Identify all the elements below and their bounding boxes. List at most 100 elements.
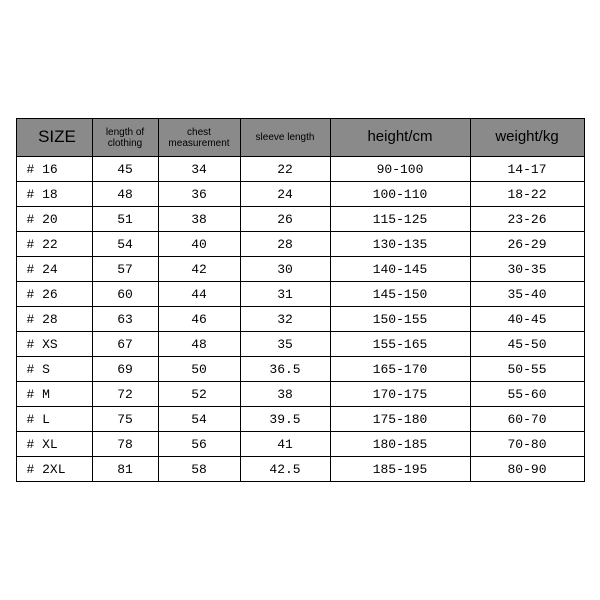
cell-value: 28 [240,232,330,257]
cell-value: 30-35 [470,257,584,282]
cell-value: 185-195 [330,457,470,482]
col-header-size: SIZE [16,119,92,157]
table-row: # S695036.5165-17050-55 [16,357,584,382]
cell-value: 41 [240,432,330,457]
cell-value: 54 [92,232,158,257]
cell-value: 150-155 [330,307,470,332]
cell-size: # 26 [16,282,92,307]
page-wrap: SIZE length ofclothing chestmeasurement … [0,0,600,600]
table-row: # 2XL815842.5185-19580-90 [16,457,584,482]
cell-size: # XS [16,332,92,357]
cell-value: 57 [92,257,158,282]
cell-value: 35 [240,332,330,357]
table-body: # 1645342290-10014-17# 18483624100-11018… [16,157,584,482]
cell-value: 72 [92,382,158,407]
cell-size: # 16 [16,157,92,182]
cell-value: 180-185 [330,432,470,457]
cell-value: 52 [158,382,240,407]
cell-value: 90-100 [330,157,470,182]
cell-value: 78 [92,432,158,457]
cell-value: 40-45 [470,307,584,332]
cell-value: 75 [92,407,158,432]
col-header-length: length ofclothing [92,119,158,157]
cell-value: 35-40 [470,282,584,307]
col-header-weight: weight/kg [470,119,584,157]
cell-size: # 28 [16,307,92,332]
cell-value: 50 [158,357,240,382]
cell-value: 36.5 [240,357,330,382]
col-header-sleeve: sleeve length [240,119,330,157]
cell-value: 67 [92,332,158,357]
cell-value: 155-165 [330,332,470,357]
cell-value: 40 [158,232,240,257]
cell-value: 51 [92,207,158,232]
cell-size: # 18 [16,182,92,207]
cell-size: # 20 [16,207,92,232]
cell-size: # L [16,407,92,432]
cell-value: 14-17 [470,157,584,182]
cell-value: 42 [158,257,240,282]
cell-value: 44 [158,282,240,307]
cell-value: 22 [240,157,330,182]
cell-value: 30 [240,257,330,282]
table-row: # 24574230140-14530-35 [16,257,584,282]
cell-value: 42.5 [240,457,330,482]
cell-value: 170-175 [330,382,470,407]
table-row: # 22544028130-13526-29 [16,232,584,257]
table-row: # 1645342290-10014-17 [16,157,584,182]
col-header-height: height/cm [330,119,470,157]
table-header: SIZE length ofclothing chestmeasurement … [16,119,584,157]
cell-value: 45 [92,157,158,182]
size-chart-table: SIZE length ofclothing chestmeasurement … [16,118,585,482]
cell-value: 55-60 [470,382,584,407]
cell-value: 140-145 [330,257,470,282]
cell-value: 36 [158,182,240,207]
cell-size: # 24 [16,257,92,282]
table-row: # 18483624100-11018-22 [16,182,584,207]
cell-value: 26 [240,207,330,232]
cell-value: 165-170 [330,357,470,382]
table-row: # 28634632150-15540-45 [16,307,584,332]
cell-value: 80-90 [470,457,584,482]
cell-value: 26-29 [470,232,584,257]
table-row: # 20513826115-12523-26 [16,207,584,232]
cell-value: 38 [240,382,330,407]
table-row: # XS674835155-16545-50 [16,332,584,357]
cell-value: 145-150 [330,282,470,307]
cell-value: 23-26 [470,207,584,232]
cell-value: 69 [92,357,158,382]
cell-value: 48 [158,332,240,357]
cell-value: 56 [158,432,240,457]
table-row: # 26604431145-15035-40 [16,282,584,307]
cell-value: 48 [92,182,158,207]
table-row: # M725238170-17555-60 [16,382,584,407]
cell-value: 50-55 [470,357,584,382]
cell-value: 39.5 [240,407,330,432]
cell-value: 115-125 [330,207,470,232]
cell-size: # S [16,357,92,382]
cell-value: 130-135 [330,232,470,257]
cell-value: 60 [92,282,158,307]
cell-size: # 22 [16,232,92,257]
cell-value: 60-70 [470,407,584,432]
cell-value: 54 [158,407,240,432]
table-row: # L755439.5175-18060-70 [16,407,584,432]
cell-value: 100-110 [330,182,470,207]
cell-value: 58 [158,457,240,482]
cell-value: 63 [92,307,158,332]
cell-value: 45-50 [470,332,584,357]
cell-value: 175-180 [330,407,470,432]
cell-size: # 2XL [16,457,92,482]
cell-value: 24 [240,182,330,207]
cell-value: 18-22 [470,182,584,207]
cell-value: 32 [240,307,330,332]
table-row: # XL785641180-18570-80 [16,432,584,457]
col-header-chest: chestmeasurement [158,119,240,157]
cell-value: 81 [92,457,158,482]
cell-value: 31 [240,282,330,307]
cell-value: 38 [158,207,240,232]
cell-size: # XL [16,432,92,457]
header-row: SIZE length ofclothing chestmeasurement … [16,119,584,157]
cell-value: 70-80 [470,432,584,457]
cell-value: 46 [158,307,240,332]
